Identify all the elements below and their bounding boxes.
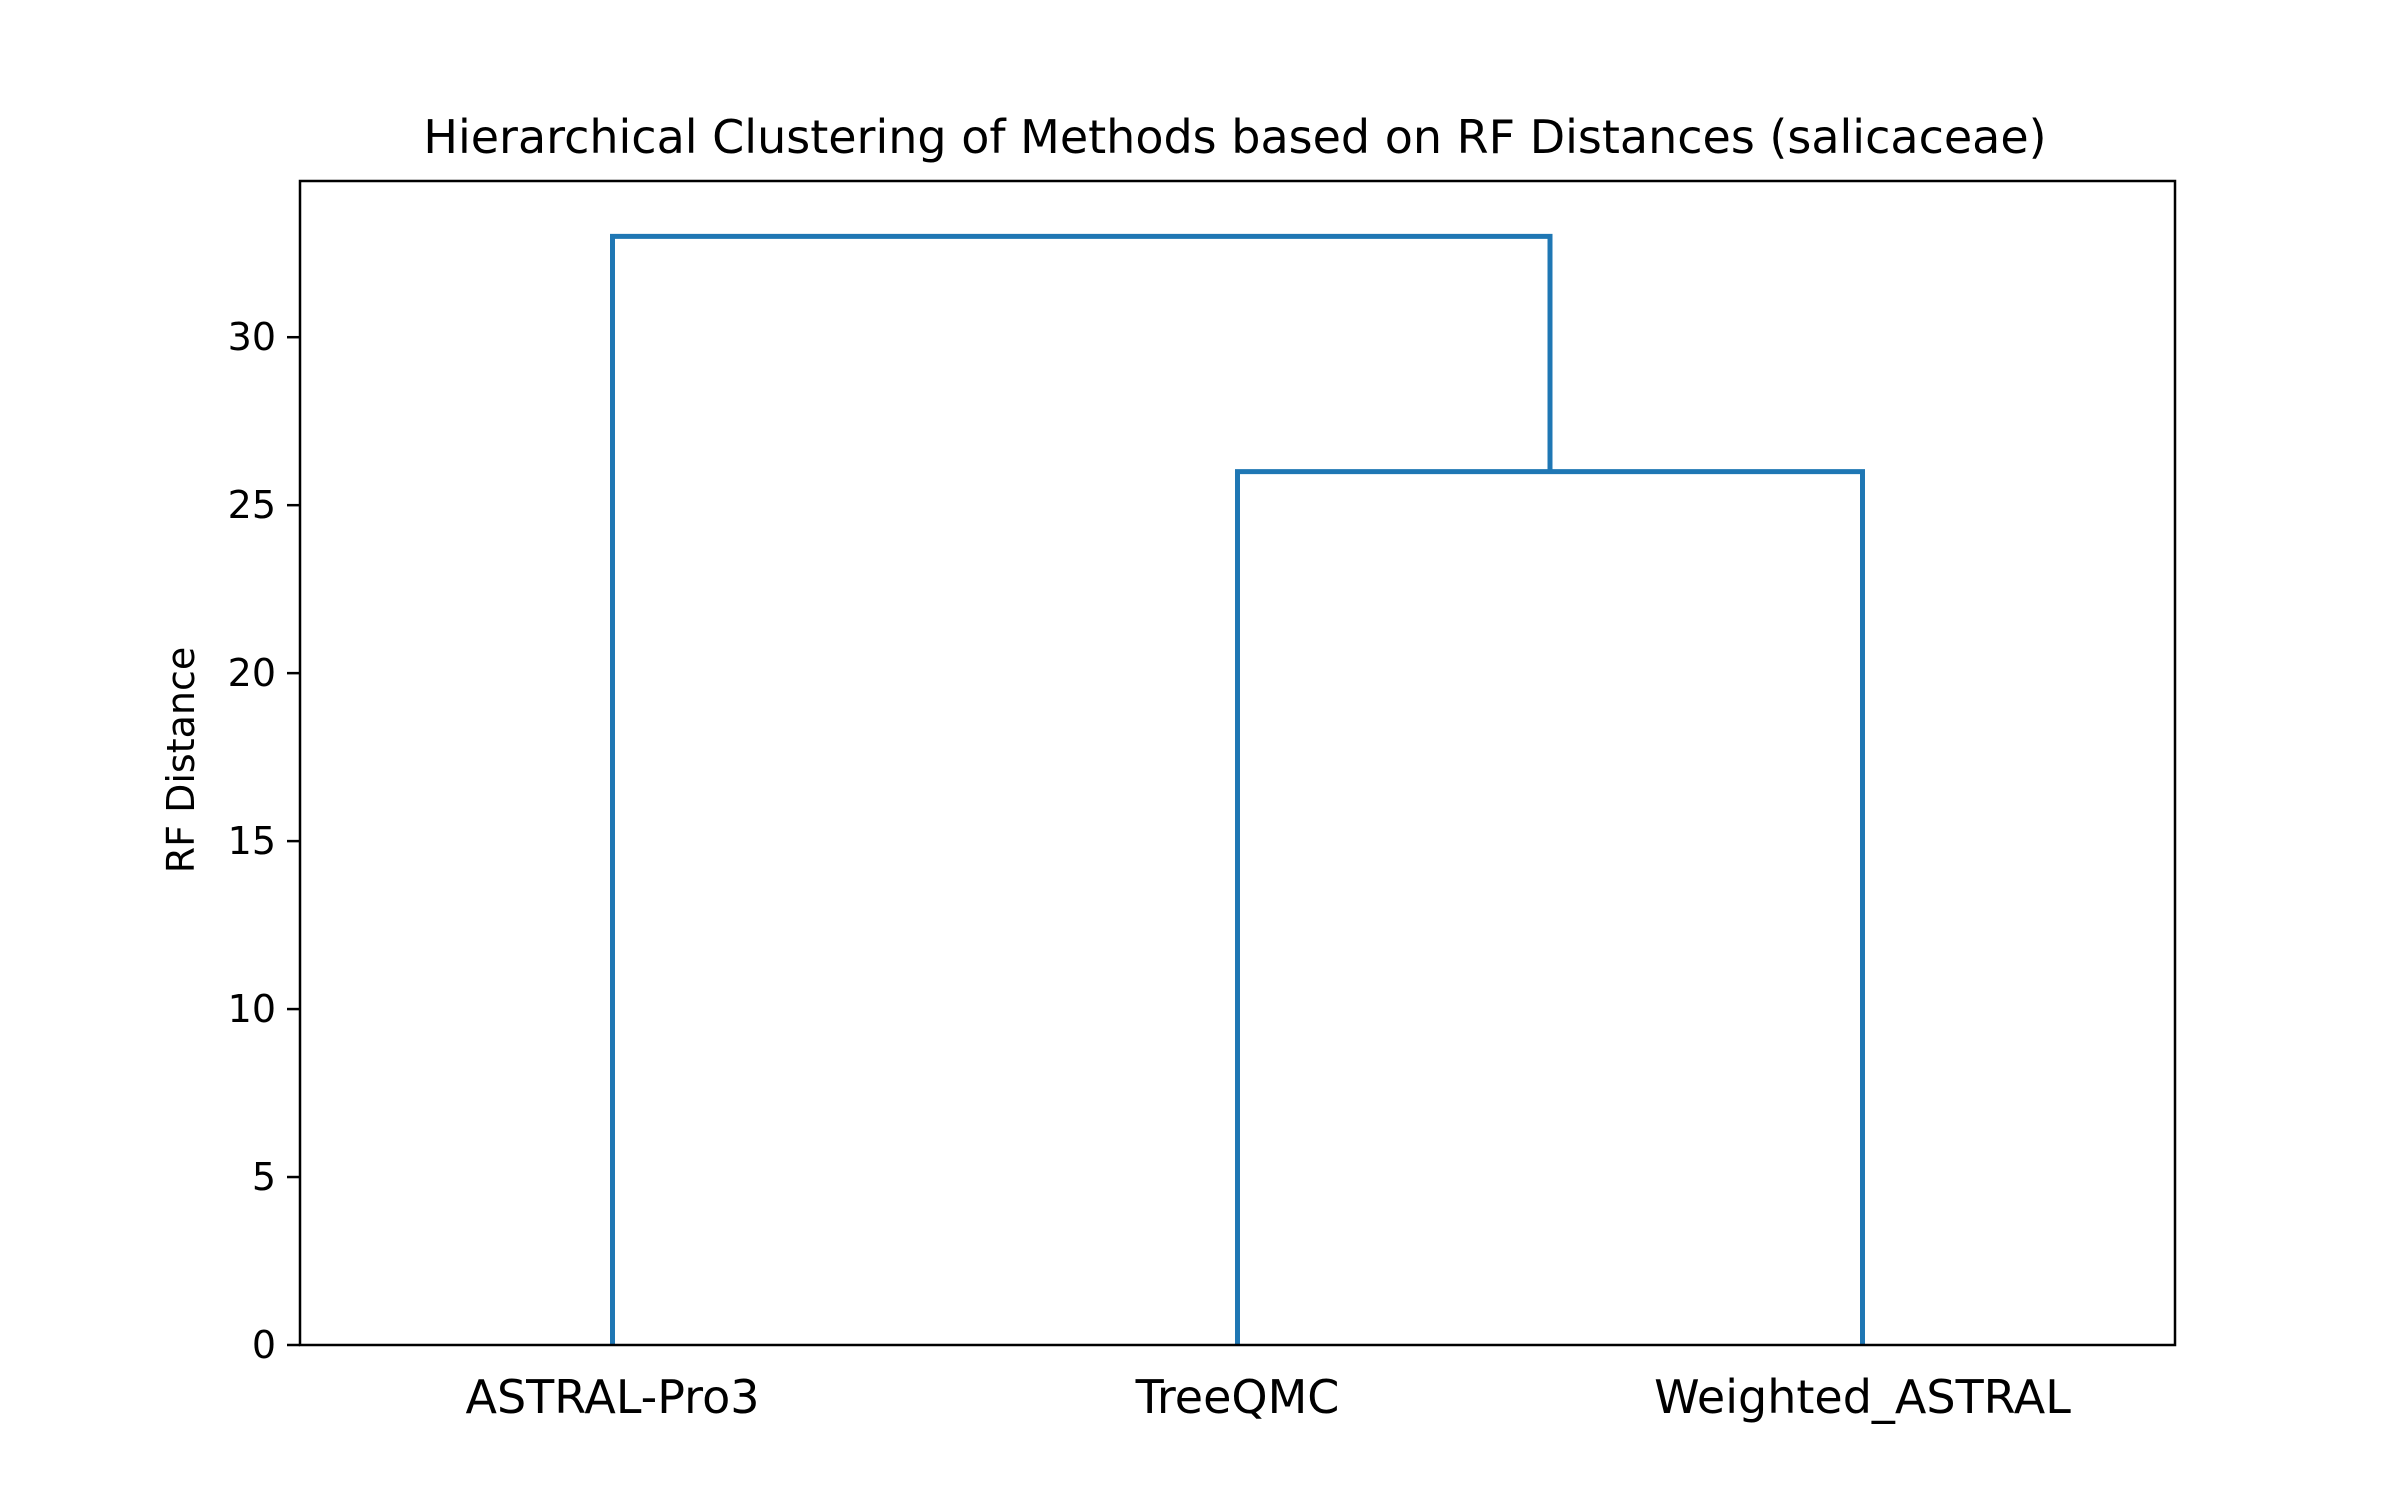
dendrogram-link [1235, 469, 1865, 1345]
x-tick-label: Weighted_ASTRAL [1654, 1370, 2071, 1424]
y-tick-label: 15 [228, 819, 276, 863]
y-tick-label: 25 [228, 483, 276, 527]
y-tick-label: 10 [228, 987, 276, 1031]
axes: 0 5 10 15 20 25 30 ASTRAL-Pro3 TreeQMC Weighted_A… [228, 179, 2177, 1424]
chart-title: Hierarchical Clustering of Methods based… [423, 110, 2046, 164]
y-tick-label: 5 [252, 1155, 276, 1199]
x-tick-label: ASTRAL-Pro3 [466, 1370, 760, 1424]
dendrogram-link [610, 233, 1553, 1345]
dendrogram-links [610, 233, 1865, 1345]
x-tick-label: TreeQMC [1135, 1370, 1340, 1424]
plot-frame [298, 179, 2177, 1347]
y-tick-label: 0 [252, 1323, 276, 1367]
y-tick-label: 30 [228, 315, 276, 359]
y-tick-label: 20 [228, 651, 276, 695]
y-axis-label: RF Distance [159, 647, 203, 874]
